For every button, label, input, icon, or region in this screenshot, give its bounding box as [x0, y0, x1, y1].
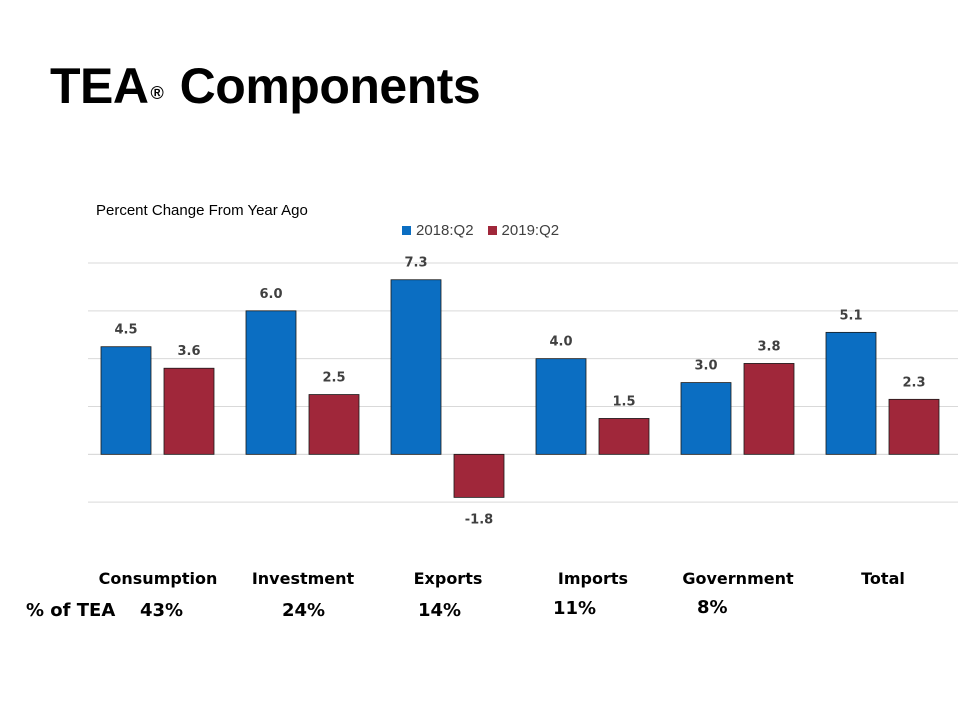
data-label-imports-series-2: 1.5: [612, 394, 635, 409]
category-label-exports: Exports: [414, 569, 483, 588]
chart-subtitle: Percent Change From Year Ago: [96, 202, 308, 219]
bar-investment-series-1: [245, 310, 297, 455]
data-label-exports-series-2: -1.8: [465, 512, 493, 527]
bar-total-series-1: [825, 331, 877, 455]
legend-swatch-series-2: [487, 226, 497, 235]
data-label-exports-series-1: 7.3: [404, 256, 427, 271]
data-label-total-series-1: 5.1: [839, 308, 862, 323]
bar-government-series-1: [680, 382, 732, 455]
share-value-exports: 14%: [418, 600, 462, 621]
legend-label-series-2: 2019:Q2: [501, 222, 560, 239]
data-label-investment-series-2: 2.5: [322, 371, 345, 386]
bar-consumption-series-2: [163, 367, 215, 455]
legend-swatch-series-1: [402, 226, 411, 235]
data-label-total-series-2: 2.3: [902, 375, 925, 390]
bar-total-series-2: [888, 398, 940, 455]
bar-investment-series-2: [308, 394, 360, 455]
share-value-government: 8%: [697, 597, 728, 618]
category-label-imports: Imports: [558, 569, 628, 588]
legend-item-series-1: 2018:Q2: [402, 222, 474, 239]
data-label-investment-series-1: 6.0: [259, 287, 282, 302]
title-rest: Components: [179, 58, 481, 114]
data-label-consumption-series-2: 3.6: [177, 344, 200, 359]
category-label-consumption: Consumption: [99, 569, 218, 588]
title-text: TEA: [50, 58, 149, 114]
share-value-consumption: 43%: [140, 600, 184, 621]
share-value-imports: 11%: [553, 598, 597, 619]
share-row-label: % of TEA: [26, 600, 116, 621]
bar-government-series-2: [743, 363, 795, 455]
bar-imports-series-1: [535, 358, 587, 455]
category-label-investment: Investment: [252, 569, 355, 588]
share-value-investment: 24%: [282, 600, 326, 621]
legend-item-series-2: 2019:Q2: [487, 222, 560, 239]
bar-exports-series-1: [390, 279, 442, 455]
page-title: TEA ® Components: [50, 56, 481, 123]
bar-consumption-series-1: [100, 346, 152, 455]
data-label-consumption-series-1: 4.5: [114, 323, 137, 338]
data-label-imports-series-1: 4.0: [549, 335, 572, 350]
category-label-government: Government: [682, 569, 794, 588]
chart-legend: 2018:Q2 2019:Q2: [402, 222, 559, 239]
category-label-total: Total: [861, 569, 905, 588]
bar-imports-series-2: [598, 418, 650, 455]
data-label-government-series-1: 3.0: [694, 359, 717, 374]
legend-label-series-1: 2018:Q2: [416, 222, 474, 239]
registered-mark: ®: [150, 83, 164, 103]
data-label-government-series-2: 3.8: [757, 339, 780, 354]
bar-exports-series-2: [453, 453, 505, 498]
